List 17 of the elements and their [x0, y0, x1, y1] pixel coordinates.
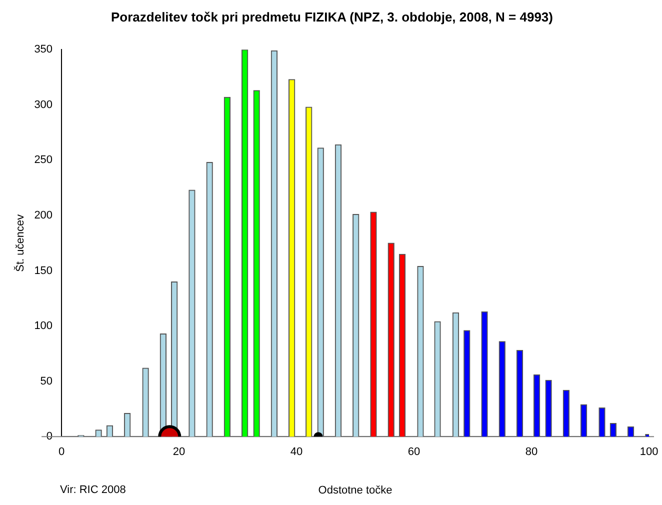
y-tick-label: 100 [34, 320, 53, 332]
y-tick-label: 250 [34, 154, 53, 166]
text: Vir: RIC 2008 [60, 484, 126, 496]
y-tick-label: 300 [34, 98, 53, 111]
x-axis-title: Odstotne točke [318, 484, 392, 496]
x-tick-label: 80 [525, 446, 538, 458]
y-tick-label: 50 [40, 375, 53, 388]
y-tick-label: 350 [34, 44, 53, 56]
y-tick-label: 200 [34, 209, 53, 222]
y-tick-label: 150 [34, 264, 53, 277]
chart-title: Porazdelitev točk pri predmetu FIZIKA (NPZ, 3. obdobje, 2008, N = 4993) [111, 9, 553, 24]
x-tick-label: 100 [640, 446, 658, 458]
x-tick-label: 40 [290, 446, 303, 458]
x-tick-label: 60 [408, 446, 420, 458]
x-tick-label: 20 [172, 446, 186, 458]
y-axis-title: Št. učencev [14, 214, 27, 272]
x-tick-label: 0 [58, 446, 65, 458]
